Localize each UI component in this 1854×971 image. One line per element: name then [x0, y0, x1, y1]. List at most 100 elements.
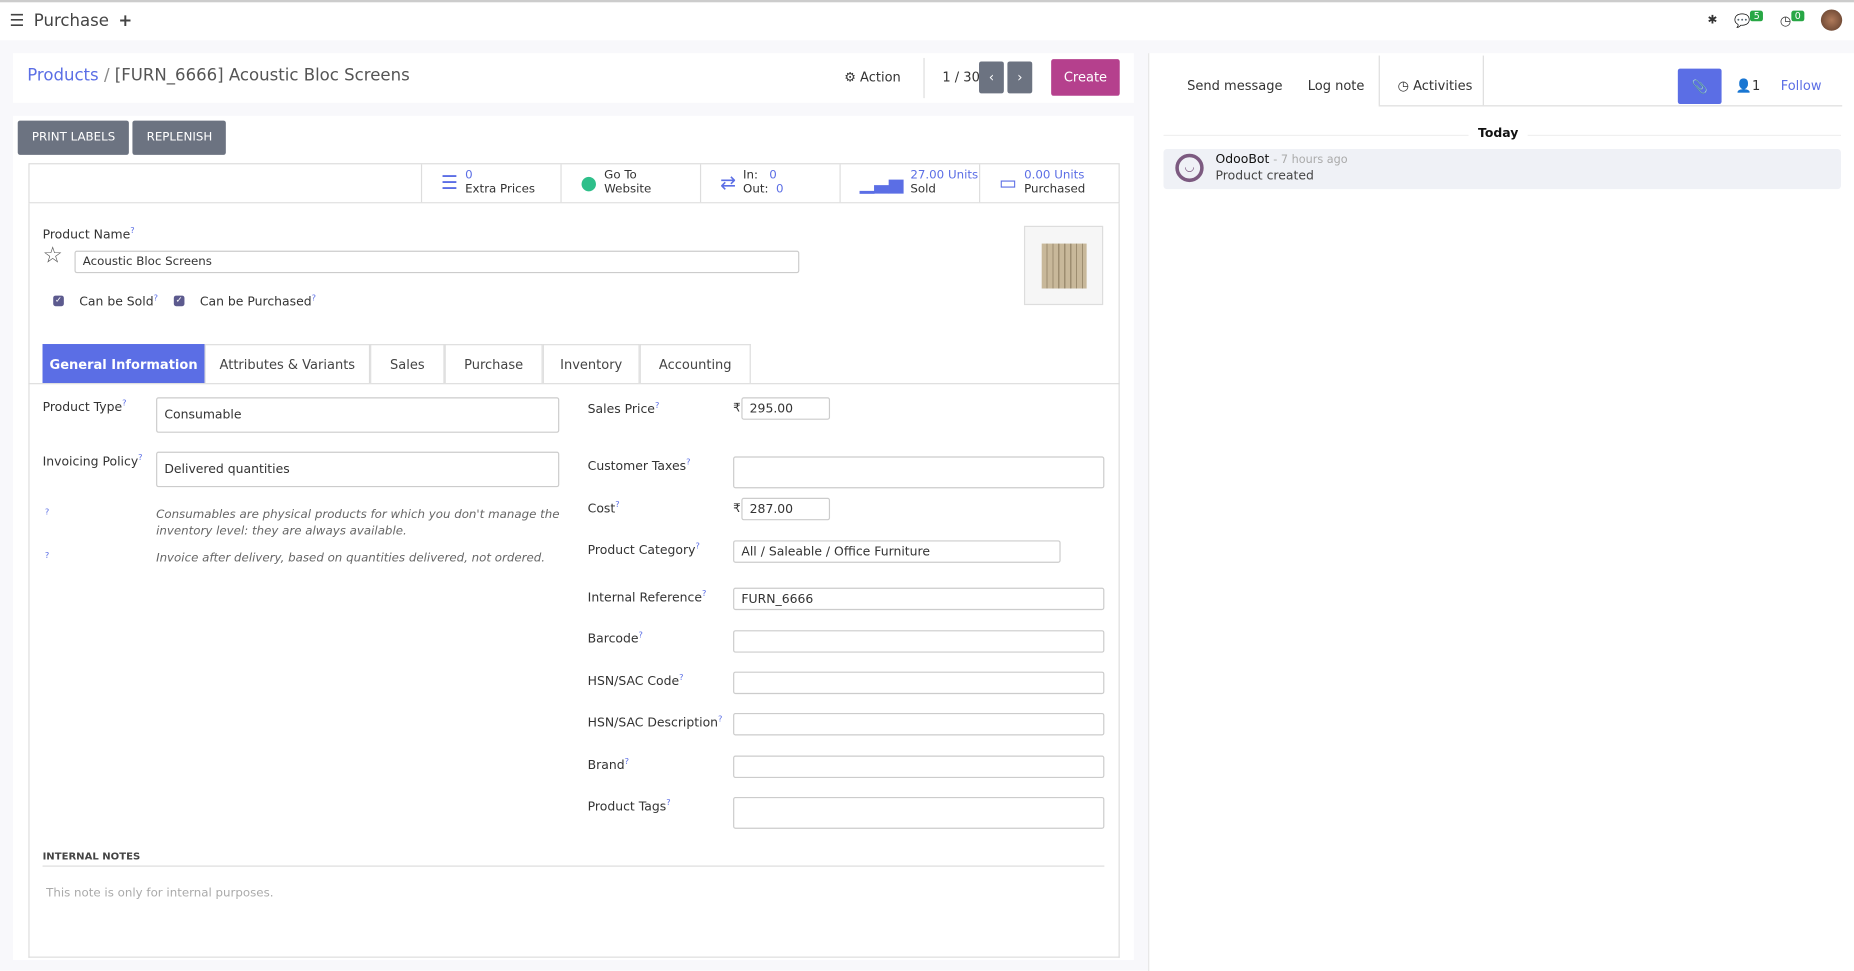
control-panel: Products / [FURN_6666] Acoustic Bloc Scr…: [13, 53, 1134, 103]
top-navbar: ☰ Purchase + ✱ 💬 5 ◷ 0: [0, 2, 1854, 41]
chat-icon[interactable]: 💬 5: [1734, 10, 1764, 28]
currency-symbol: ₹: [733, 502, 741, 516]
hsn-description-label: HSN/SAC Description: [587, 715, 719, 731]
avatar[interactable]: [1820, 9, 1843, 31]
can-be-sold-checkbox[interactable]: ✓: [53, 295, 64, 307]
barcode-label: Barcode: [587, 631, 639, 647]
replenish-button[interactable]: REPLENISH: [132, 120, 227, 155]
menu-icon[interactable]: ☰: [9, 11, 25, 31]
tab-inventory[interactable]: Inventory: [542, 344, 640, 384]
list-icon: ☰: [441, 171, 458, 194]
pager-previous-button[interactable]: ‹: [979, 61, 1004, 94]
purchased-button[interactable]: ▭ 0.00 Units Purchased: [979, 164, 1119, 203]
internal-reference-input[interactable]: FURN_6666: [733, 587, 1105, 611]
in-out-button[interactable]: ⇄ In: 0 Out: 0: [699, 164, 840, 203]
tab-sales[interactable]: Sales: [370, 344, 445, 384]
product-category-label: Product Category: [587, 543, 696, 558]
currency-symbol: ₹: [733, 402, 741, 416]
action-button[interactable]: ⚙ Action: [844, 69, 901, 86]
breadcrumb-products[interactable]: Products: [27, 66, 99, 86]
sold-value: 27.00 Units: [910, 169, 979, 183]
hsn-code-input[interactable]: [733, 671, 1105, 695]
out-label: Out:: [743, 183, 769, 197]
invoicing-policy-select[interactable]: Delivered quantities: [156, 451, 560, 488]
product-tags-input[interactable]: [733, 796, 1105, 829]
plus-icon[interactable]: +: [118, 11, 133, 31]
customer-taxes-label: Customer Taxes: [587, 459, 687, 474]
brand-input[interactable]: [733, 755, 1105, 779]
followers-button[interactable]: 👤1: [1736, 78, 1760, 93]
credit-card-icon: ▭: [999, 171, 1018, 194]
message-author[interactable]: OdooBot: [1215, 152, 1270, 167]
sales-price-label: Sales Price: [587, 402, 655, 417]
follow-button[interactable]: Follow: [1780, 78, 1822, 94]
sales-price-input[interactable]: 295.00: [741, 397, 831, 420]
can-be-purchased-checkbox[interactable]: ✓: [173, 295, 185, 307]
purchased-value: 0.00 Units: [1024, 169, 1085, 183]
message: ◡ OdooBot - 7 hours ago Product created: [1163, 148, 1841, 190]
website-line1: Go To: [604, 169, 637, 183]
form-sheet: [28, 203, 1120, 958]
can-be-purchased-label: Can be Purchased: [199, 295, 312, 310]
barcode-input[interactable]: [733, 630, 1105, 653]
send-message-button[interactable]: Send message: [1187, 78, 1283, 94]
product-tags-label: Product Tags: [587, 799, 667, 815]
hsn-description-input[interactable]: [733, 712, 1105, 736]
exchange-icon: ⇄: [720, 171, 736, 194]
out-value: 0: [775, 183, 784, 197]
activities-button[interactable]: ◷ Activities: [1398, 78, 1473, 93]
stat-buttons: ☰ 0 Extra Prices ● Go To Website ⇄ In: 0 Out: …: [28, 163, 1120, 204]
website-line2: Website: [604, 183, 652, 197]
followers-count: 1: [1751, 78, 1761, 94]
tab-purchase[interactable]: Purchase: [444, 344, 543, 384]
print-labels-button[interactable]: PRINT LABELS: [17, 120, 130, 155]
clock-icon: ◷: [1397, 78, 1409, 94]
product-name-input[interactable]: Acoustic Bloc Screens: [74, 250, 800, 274]
in-value: 0: [769, 169, 777, 183]
extra-prices-label: Extra Prices: [465, 183, 536, 197]
date-separator: Today: [1468, 126, 1528, 141]
message-time: - 7 hours ago: [1273, 153, 1348, 167]
action-label: Action: [860, 69, 901, 86]
message-body: Product created: [1215, 169, 1314, 184]
product-type-help: Consumables are physical products for wh…: [156, 508, 560, 538]
internal-notes-title: INTERNAL NOTES: [42, 851, 141, 864]
hsn-code-label: HSN/SAC Code: [587, 674, 680, 689]
purchased-label: Purchased: [1024, 183, 1086, 197]
invoicing-help: Invoice after delivery, based on quantit…: [156, 552, 546, 566]
sold-button[interactable]: ▁▃▅ 27.00 Units Sold: [839, 164, 980, 203]
in-label: In:: [743, 169, 758, 183]
product-image[interactable]: [1023, 225, 1104, 306]
extra-prices-button[interactable]: ☰ 0 Extra Prices: [420, 164, 561, 203]
brand-label: Brand: [587, 758, 625, 773]
tab-attributes-variants[interactable]: Attributes & Variants: [204, 344, 371, 384]
product-name-label: Product Name: [42, 227, 131, 242]
chatter: Send message Log note ◷ Activities 📎 👤1 …: [1148, 53, 1854, 971]
internal-reference-label: Internal Reference: [587, 590, 702, 605]
product-type-select[interactable]: Consumable: [156, 397, 560, 433]
log-note-button[interactable]: Log note: [1307, 78, 1365, 94]
customer-taxes-input[interactable]: [733, 456, 1105, 489]
activities-label: Activities: [1413, 78, 1473, 94]
cost-label: Cost: [587, 501, 616, 517]
user-icon: 👤: [1735, 78, 1752, 94]
internal-notes-input[interactable]: This note is only for internal purposes.: [46, 886, 274, 900]
app-title: Purchase: [33, 11, 109, 31]
go-to-website-button[interactable]: ● Go To Website: [560, 164, 700, 203]
bug-icon[interactable]: ✱: [1707, 13, 1718, 27]
cost-input[interactable]: 287.00: [741, 497, 831, 521]
signal-icon: ▁▃▅: [859, 171, 904, 194]
paperclip-icon[interactable]: 📎: [1677, 68, 1722, 105]
favorite-star-icon[interactable]: ☆: [42, 242, 63, 269]
pager-value[interactable]: 1 / 30: [942, 69, 980, 86]
breadcrumb-current: [FURN_6666] Acoustic Bloc Screens: [114, 66, 410, 86]
tab-accounting[interactable]: Accounting: [639, 344, 751, 384]
clock-icon[interactable]: ◷ 0: [1780, 10, 1805, 28]
pager-next-button[interactable]: ›: [1007, 61, 1033, 94]
tab-general-information[interactable]: General Information: [42, 344, 205, 384]
create-button[interactable]: Create: [1051, 59, 1120, 96]
product-type-label: Product Type: [42, 400, 123, 415]
breadcrumb-separator: /: [103, 66, 110, 86]
can-be-sold-label: Can be Sold: [79, 295, 154, 310]
product-category-input[interactable]: All / Saleable / Office Furniture: [733, 540, 1061, 563]
